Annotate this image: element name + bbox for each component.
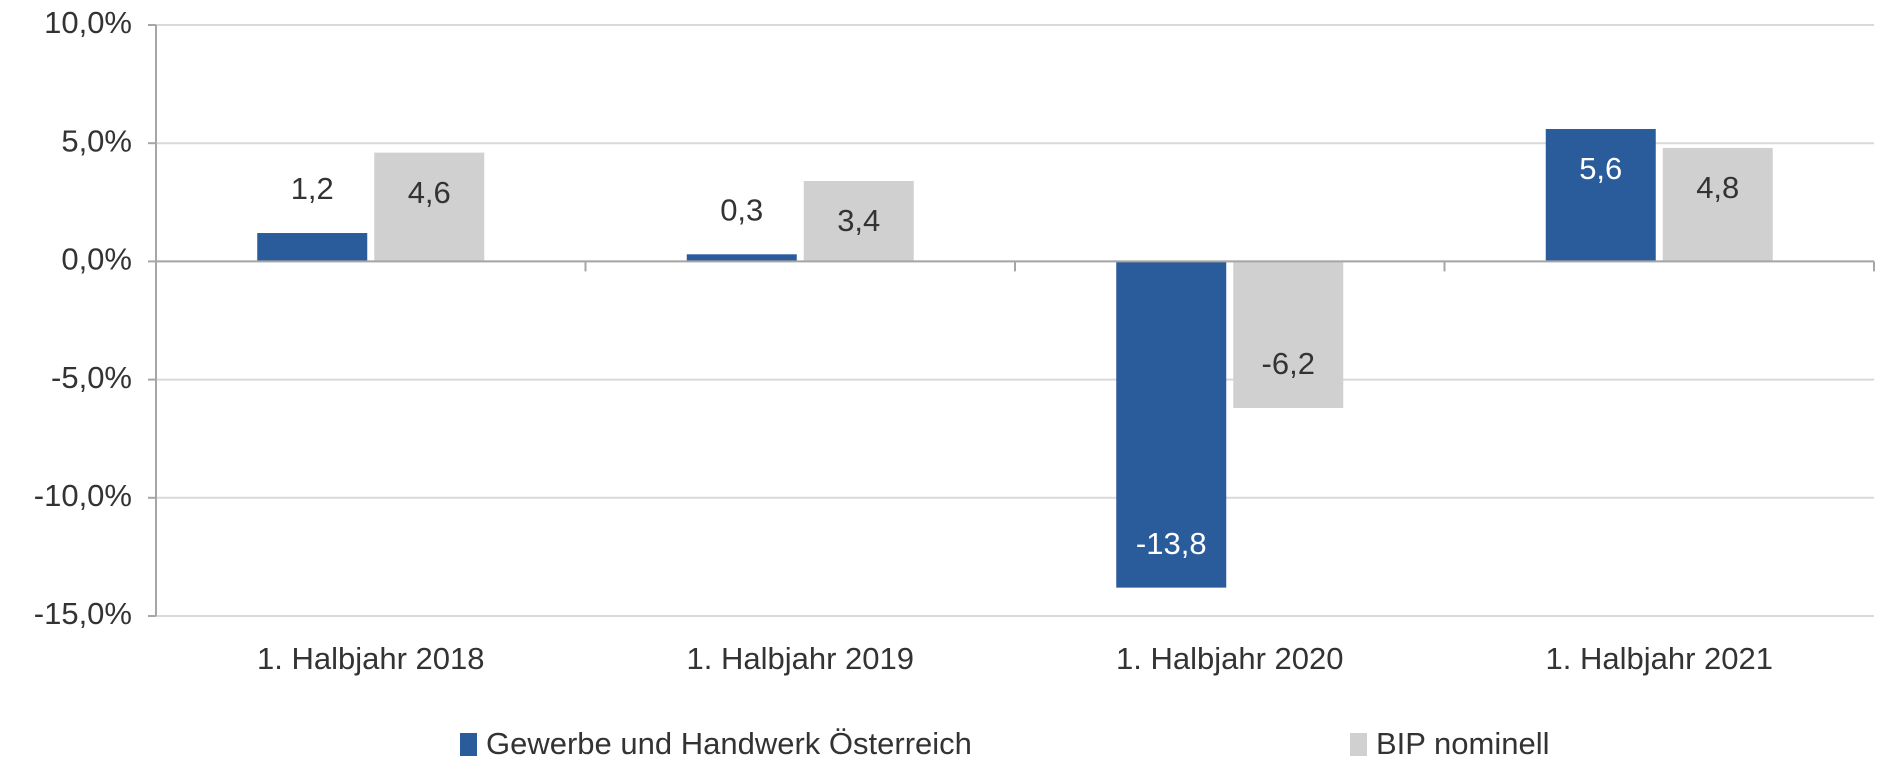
- y-tick-label: 10,0%: [44, 5, 132, 40]
- bar: [803, 181, 914, 262]
- bar: [1233, 261, 1344, 408]
- x-tick-label: 1. Halbjahr 2020: [1116, 641, 1344, 676]
- x-tick-label: 1. Halbjahr 2021: [1546, 641, 1774, 676]
- data-label: -6,2: [1262, 346, 1315, 381]
- legend-label: Gewerbe und Handwerk Österreich: [486, 726, 972, 761]
- bar: [1116, 261, 1227, 588]
- data-label: 3,4: [837, 203, 880, 238]
- data-label: -13,8: [1136, 526, 1207, 561]
- legend-swatch: [460, 733, 477, 756]
- x-tick-label: 1. Halbjahr 2019: [687, 641, 915, 676]
- data-label: 4,8: [1696, 170, 1739, 205]
- bar: [257, 233, 368, 262]
- data-label: 0,3: [720, 192, 763, 227]
- data-label: 5,6: [1579, 151, 1622, 186]
- bar: [1545, 129, 1656, 262]
- bar: [374, 152, 485, 262]
- data-label: 4,6: [408, 175, 451, 210]
- legend-swatch: [1350, 733, 1367, 756]
- bar: [1662, 147, 1773, 262]
- y-tick-label: -5,0%: [51, 360, 132, 395]
- y-tick-label: 5,0%: [61, 123, 132, 158]
- x-tick-label: 1. Halbjahr 2018: [257, 641, 485, 676]
- y-tick-label: -10,0%: [34, 478, 132, 513]
- y-tick-label: -15,0%: [34, 596, 132, 631]
- bar: [686, 254, 797, 262]
- legend-label: BIP nominell: [1376, 726, 1549, 761]
- data-label: 1,2: [291, 171, 334, 206]
- y-tick-label: 0,0%: [61, 242, 132, 277]
